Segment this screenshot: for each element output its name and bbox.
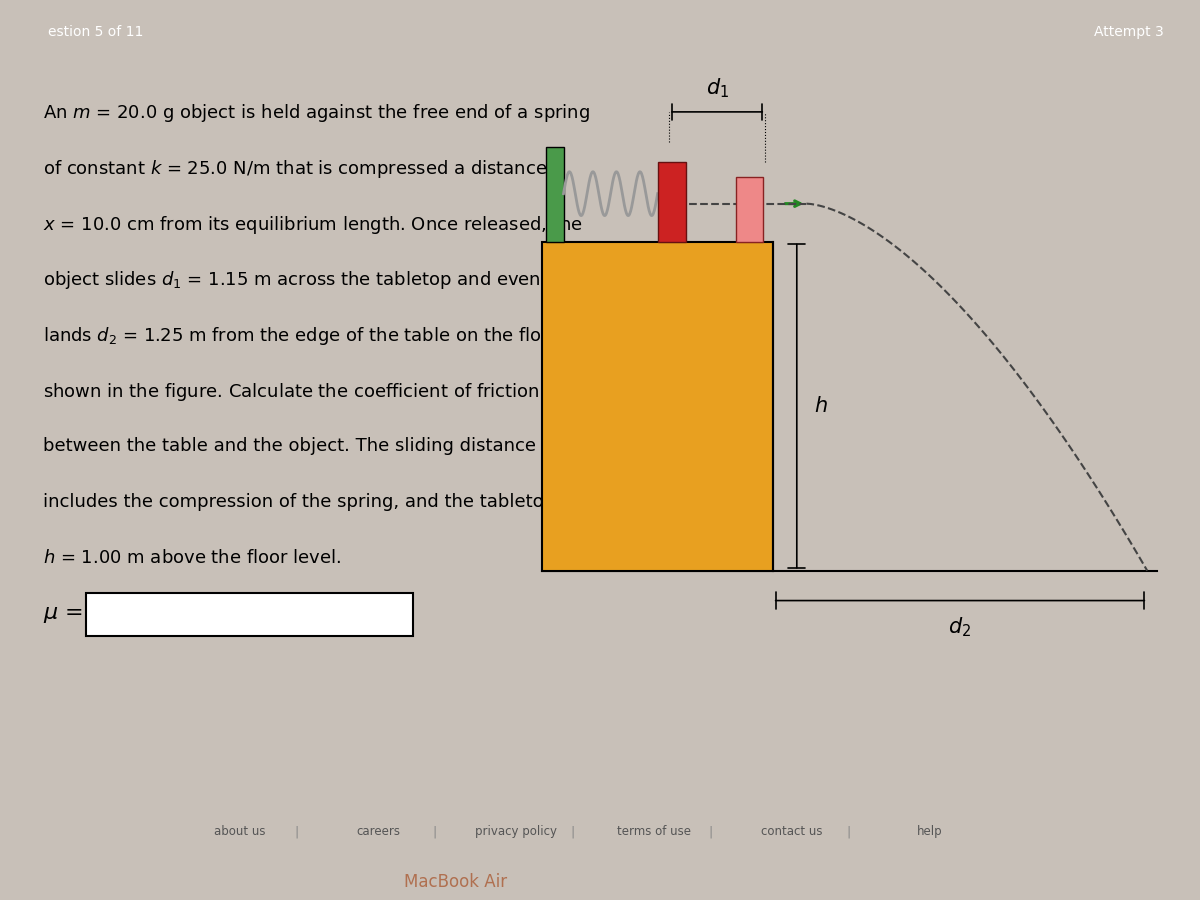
Text: $h$ = 1.00 m above the floor level.: $h$ = 1.00 m above the floor level.	[43, 549, 342, 567]
Text: |: |	[433, 825, 437, 838]
Text: Attempt 3: Attempt 3	[1094, 25, 1164, 40]
Text: of constant $k$ = 25.0 N/m that is compressed a distance: of constant $k$ = 25.0 N/m that is compr…	[43, 158, 547, 180]
Text: $h$: $h$	[814, 396, 828, 416]
Text: $\mu$ =: $\mu$ =	[43, 605, 83, 625]
Bar	[658, 162, 686, 241]
Text: careers: careers	[356, 825, 400, 838]
Text: between the table and the object. The sliding distance: between the table and the object. The sl…	[43, 437, 536, 455]
Text: estion 5 of 11: estion 5 of 11	[48, 25, 143, 40]
Bar	[542, 241, 773, 571]
Text: |: |	[847, 825, 851, 838]
Text: object slides $d_1$ = 1.15 m across the tabletop and eventually: object slides $d_1$ = 1.15 m across the …	[43, 269, 592, 292]
Bar	[546, 147, 564, 241]
Text: |: |	[709, 825, 713, 838]
Text: privacy policy: privacy policy	[475, 825, 557, 838]
Text: $d_1$: $d_1$	[706, 76, 728, 100]
Text: $x$ = 10.0 cm from its equilibrium length. Once released, the: $x$ = 10.0 cm from its equilibrium lengt…	[43, 213, 583, 236]
Text: |: |	[295, 825, 299, 838]
Text: about us: about us	[215, 825, 265, 838]
Text: An $m$ = 20.0 g object is held against the free end of a spring: An $m$ = 20.0 g object is held against t…	[43, 102, 590, 124]
Bar	[737, 176, 763, 241]
Text: MacBook Air: MacBook Air	[404, 873, 508, 891]
Text: lands $d_2$ = 1.25 m from the edge of the table on the floor, as: lands $d_2$ = 1.25 m from the edge of th…	[43, 325, 593, 347]
Text: terms of use: terms of use	[617, 825, 691, 838]
Text: shown in the figure. Calculate the coefficient of friction $\mu$: shown in the figure. Calculate the coeff…	[43, 382, 558, 403]
Text: contact us: contact us	[761, 825, 823, 838]
Text: includes the compression of the spring, and the tabletop is: includes the compression of the spring, …	[43, 493, 576, 511]
Text: $d_2$: $d_2$	[948, 616, 972, 639]
Text: |: |	[571, 825, 575, 838]
Text: help: help	[917, 825, 943, 838]
Bar	[86, 592, 413, 636]
